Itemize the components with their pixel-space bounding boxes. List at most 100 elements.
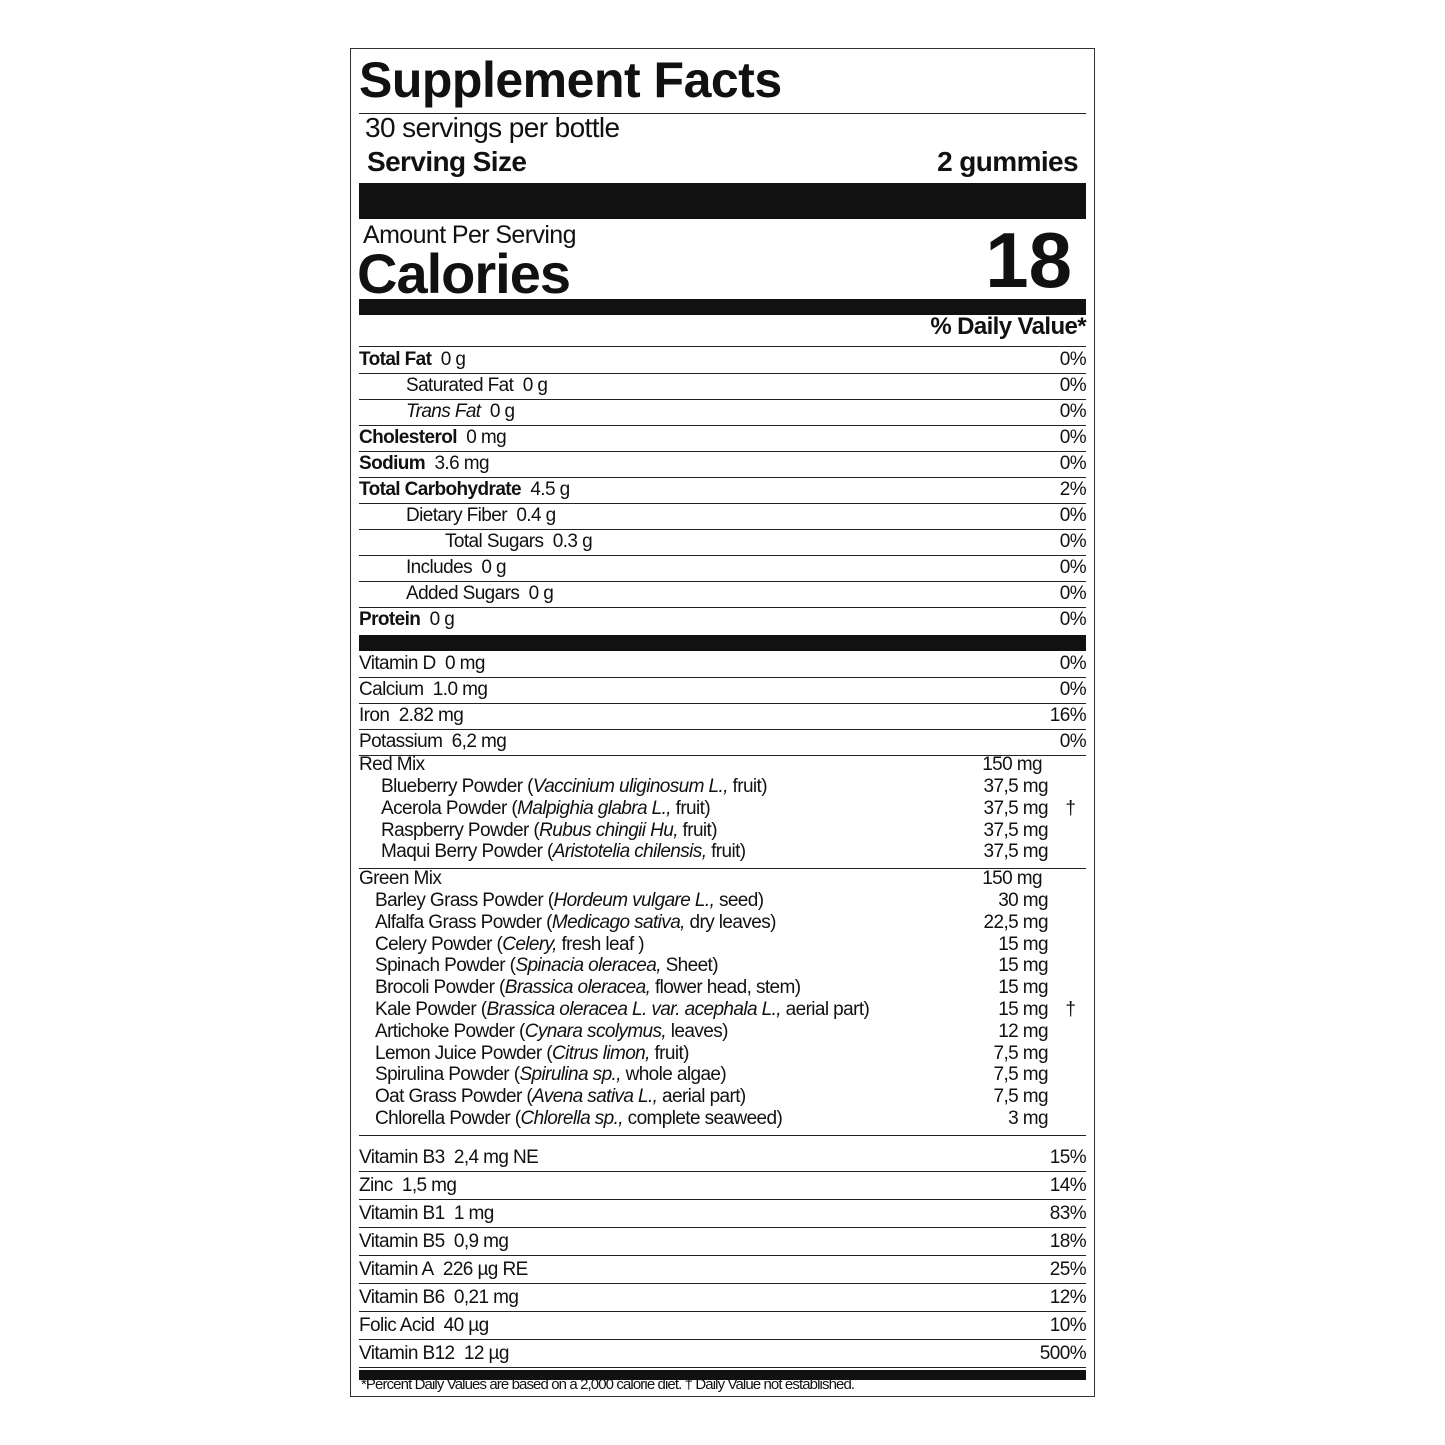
ingredient-part: complete seaweed) [622, 1107, 783, 1129]
serving-size-value: 2 gummies [937, 146, 1078, 177]
nutrient-label: Vitamin A 226 µg RE [359, 1259, 528, 1281]
ingredient-latin: Medicago sativa, [551, 911, 686, 933]
nutrient-name: Vitamin B6 [359, 1287, 445, 1309]
nutrient-name: Includes [406, 557, 473, 579]
ingredient-name: Maqui Berry Powder ( [381, 841, 553, 863]
ingredient-name: Alfalfa Grass Powder ( [375, 911, 552, 933]
nutrient-dv: 0% [1059, 531, 1087, 553]
nutrient-amount: 0 g [429, 609, 455, 631]
ingredient-amount: 15 mg [998, 977, 1048, 999]
nutrient-amount: 0 g [481, 557, 506, 579]
mix-header: Green Mix 150 mg [359, 868, 1086, 890]
ingredient-name: Oat Grass Powder ( [375, 1086, 533, 1108]
nutrient-amount: 1,5 mg [401, 1175, 457, 1197]
ingredient-latin: Aristotelia chilensis, [552, 841, 707, 863]
calories-value: 18 [985, 216, 1072, 304]
nutrient-label: Calcium 1.0 mg [359, 679, 488, 701]
ingredient-latin: Chlorella sp., [520, 1107, 624, 1129]
ingredient-latin: Spinacia oleracea, [515, 955, 661, 977]
ingredient-latin: Avena sativa L., [532, 1086, 658, 1108]
nutrient-amount: 226 µg RE [442, 1259, 528, 1281]
nutrient-amount: 0 g [522, 375, 548, 397]
nutrient-amount: 0 g [440, 349, 466, 371]
nutrient-name: Cholesterol [359, 427, 458, 449]
nutrient-dv: 25% [1049, 1259, 1087, 1281]
mix-ingredient: Acerola Powder (Malpighia glabra L., fru… [359, 797, 1086, 820]
ingredient-label: Spirulina Powder (Spirulina sp., whole a… [375, 1064, 727, 1086]
ingredient-amount: 7,5 mg [993, 1042, 1049, 1064]
ingredient-part: fruit) [649, 1042, 690, 1064]
nutrient-dv: 0% [1059, 679, 1087, 701]
nutrient-row: Includes 0 g 0% [359, 555, 1087, 582]
nutrient-row: Iron 2.82 mg 16% [359, 703, 1087, 730]
nutrient-label: Folic Acid 40 µg [359, 1315, 490, 1337]
nutrient-label: Protein 0 g [359, 609, 455, 631]
nutrient-row: Vitamin A 226 µg RE 25% [359, 1255, 1087, 1284]
ingredient-label: Barley Grass Powder (Hordeum vulgare L.,… [375, 889, 764, 912]
supplement-facts-label: Supplement Facts 30 servings per bottle … [350, 48, 1095, 1397]
ingredient-amount: 3 mg [1008, 1107, 1048, 1129]
nutrient-name: Vitamin B12 [359, 1343, 455, 1365]
nutrient-row: Vitamin B6 0,21 mg 12% [359, 1283, 1087, 1312]
ingredient-amount: 15 mg [998, 933, 1048, 955]
thick-divider [359, 183, 1086, 219]
ingredient-amount: 22,5 mg [983, 911, 1049, 933]
nutrient-row: Vitamin B12 12 µg 500% [359, 1339, 1087, 1368]
ingredient-name: Artichoke Powder ( [375, 1020, 525, 1042]
ingredient-part: fruit) [677, 819, 718, 841]
mix-ingredient: Kale Powder (Brassica oleracea L. var. a… [359, 998, 1086, 1021]
ingredient-amount: 37,5 mg [983, 775, 1049, 797]
nutrient-dv: 0% [1059, 609, 1087, 631]
nutrient-dv: 15% [1049, 1147, 1087, 1169]
servings-per-container: 30 servings per bottle [365, 112, 620, 143]
mix-header: Red Mix 150 mg [359, 754, 1086, 776]
nutrient-row: Vitamin D 0 mg 0% [359, 651, 1087, 678]
nutrient-dv: 83% [1049, 1203, 1087, 1225]
mix-ingredient: Chlorella Powder (Chlorella sp., complet… [359, 1107, 1086, 1130]
nutrient-amount: 0 mg [444, 653, 485, 675]
calories-label: Calories [357, 242, 571, 305]
divider [359, 113, 1086, 114]
nutrient-dv: 0% [1059, 349, 1087, 371]
nutrient-row: Total Fat 0 g 0% [359, 347, 1087, 374]
mix-ingredient: Oat Grass Powder (Avena sativa L., aeria… [359, 1086, 1086, 1108]
mix-amount: 150 mg [982, 754, 1042, 776]
ingredient-part: fruit) [727, 775, 768, 797]
nutrient-dv: 0% [1059, 375, 1087, 397]
ingredient-name: Blueberry Powder ( [381, 775, 533, 797]
ingredient-label: Acerola Powder (Malpighia glabra L., fru… [381, 797, 711, 820]
nutrient-name: Folic Acid [359, 1315, 435, 1337]
nutrient-row: Folic Acid 40 µg 10% [359, 1311, 1087, 1340]
ingredient-part: fruit) [670, 797, 711, 819]
mix-ingredient: Maqui Berry Powder (Aristotelia chilensi… [359, 841, 1086, 863]
ingredient-name: Spirulina Powder ( [375, 1064, 520, 1086]
ingredient-name: Kale Powder ( [375, 998, 487, 1020]
nutrient-name: Protein [359, 609, 421, 631]
nutrient-name: Total Sugars [445, 531, 544, 553]
ingredient-label: Maqui Berry Powder (Aristotelia chilensi… [381, 841, 746, 863]
nutrient-name: Dietary Fiber [406, 505, 508, 527]
ingredient-part: fresh leaf ) [556, 933, 645, 955]
ingredient-label: Lemon Juice Powder (Citrus limon, fruit) [375, 1042, 690, 1065]
nutrient-dv: 0% [1059, 401, 1087, 423]
ingredient-part: aerial part) [657, 1086, 746, 1108]
nutrient-name: Total Carbohydrate [359, 479, 522, 501]
nutrient-amount: 4.5 g [530, 479, 570, 501]
mix-ingredient: Celery Powder (Celery, fresh leaf ) 15 mg [359, 934, 1086, 955]
nutrient-label: Cholesterol 0 mg [359, 427, 507, 449]
mix-section: Green Mix 150 mg Barley Grass Powder (Hord… [359, 868, 1086, 1136]
nutrient-label: Added Sugars 0 g [406, 583, 554, 605]
nutrient-name: Zinc [359, 1175, 393, 1197]
nutrient-row: Sodium 3.6 mg 0% [359, 451, 1087, 478]
ingredient-name: Barley Grass Powder ( [375, 889, 554, 911]
nutrient-amount: 0 mg [466, 427, 507, 449]
mix-ingredient: Raspberry Powder (Rubus chingii Hu, frui… [359, 820, 1086, 841]
ingredient-label: Celery Powder (Celery, fresh leaf ) [375, 933, 645, 956]
nutrient-name: Vitamin B1 [359, 1203, 445, 1225]
nutrient-amount: 0 g [528, 583, 554, 605]
nutrient-amount: 40 µg [443, 1315, 490, 1337]
nutrient-dv: 2% [1059, 479, 1087, 501]
ingredient-label: Chlorella Powder (Chlorella sp., complet… [375, 1107, 783, 1130]
ingredient-latin: Malpighia glabra L., [517, 797, 671, 819]
nutrient-label: Iron 2.82 mg [359, 705, 464, 727]
